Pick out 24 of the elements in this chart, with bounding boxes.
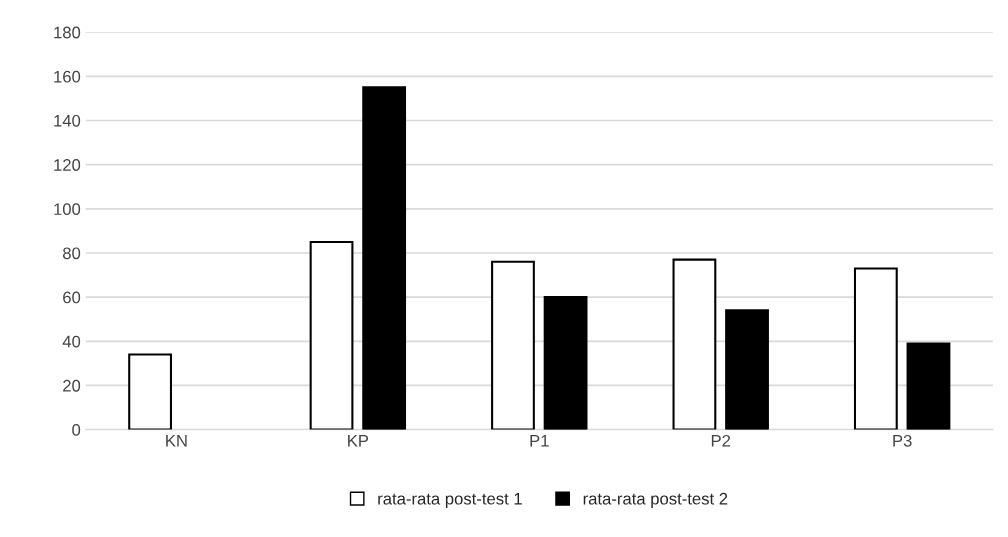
y-tick-label: 140 bbox=[54, 114, 81, 127]
bar bbox=[128, 353, 172, 430]
bar bbox=[362, 86, 407, 430]
y-tick-label: 0 bbox=[72, 424, 81, 436]
x-tick-label: KP bbox=[348, 435, 369, 447]
y-tick-label: 160 bbox=[54, 70, 81, 83]
y-tick-label: 80 bbox=[63, 247, 81, 260]
bar bbox=[725, 309, 769, 430]
x-tick-label: P3 bbox=[893, 434, 912, 447]
y-tick-label: 20 bbox=[63, 379, 81, 392]
legend-label: rata-rata post-test 1 bbox=[378, 492, 522, 508]
y-tick-label: 60 bbox=[63, 291, 81, 304]
y-tick-label: 120 bbox=[54, 159, 81, 171]
bar bbox=[672, 258, 717, 430]
y-tick-label: 100 bbox=[54, 203, 81, 216]
y-tick-label: 40 bbox=[62, 335, 81, 348]
y-tick-label: 180 bbox=[54, 26, 81, 39]
bar bbox=[309, 240, 354, 430]
x-tick-label: KN bbox=[166, 435, 187, 447]
legend-label: rata-rata post-test 2 bbox=[583, 492, 728, 508]
bar bbox=[543, 296, 588, 430]
bar bbox=[491, 260, 535, 430]
x-tick-label: P2 bbox=[711, 434, 731, 447]
x-tick-label: P1 bbox=[530, 435, 549, 447]
